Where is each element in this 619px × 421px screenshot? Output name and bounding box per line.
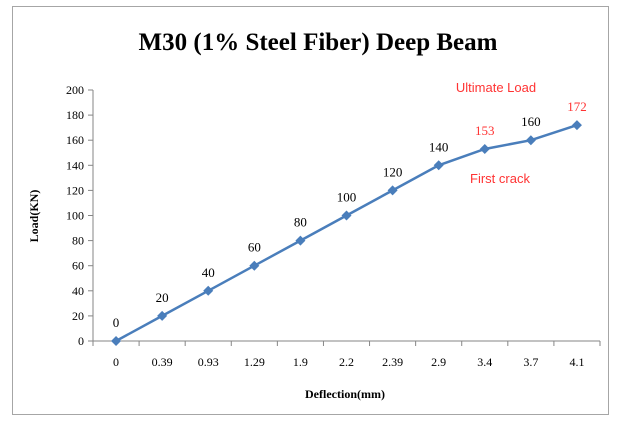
x-tick-label: 0 bbox=[113, 355, 119, 369]
data-labels: 0 20 40 60 80 100 120 140 153 160 172 bbox=[113, 99, 587, 330]
y-tick-label: 160 bbox=[66, 133, 84, 147]
x-tick-label: 4.1 bbox=[569, 355, 584, 369]
x-tick-label: 0.93 bbox=[198, 355, 219, 369]
data-point-marker bbox=[203, 285, 214, 296]
data-point-marker bbox=[433, 160, 444, 171]
y-tick-label: 60 bbox=[72, 259, 84, 273]
x-tick-label: 0.39 bbox=[152, 355, 173, 369]
x-tick-label: 2.39 bbox=[382, 355, 403, 369]
data-point-marker bbox=[525, 135, 536, 146]
x-axis-label: Deflection(mm) bbox=[305, 387, 385, 401]
y-tick-label: 80 bbox=[72, 234, 84, 248]
x-tick-label: 2.9 bbox=[431, 355, 446, 369]
y-ticks: 0 20 40 60 80 100 120 140 160 180 200 bbox=[66, 83, 93, 348]
data-markers bbox=[111, 120, 582, 346]
y-tick-label: 140 bbox=[66, 158, 84, 172]
data-point-marker bbox=[157, 310, 168, 321]
data-label: 172 bbox=[567, 99, 587, 114]
series-line bbox=[115, 123, 578, 343]
y-tick-label: 100 bbox=[66, 209, 84, 223]
data-label: 40 bbox=[202, 265, 215, 280]
x-tick-label: 3.7 bbox=[523, 355, 538, 369]
chart-frame bbox=[12, 6, 609, 415]
y-tick-label: 120 bbox=[66, 183, 84, 197]
data-label: 60 bbox=[248, 240, 261, 255]
y-tick-label: 0 bbox=[78, 334, 84, 348]
data-label: 20 bbox=[156, 290, 169, 305]
y-axis-label: Load(KN) bbox=[27, 190, 41, 243]
x-tick-label: 1.9 bbox=[293, 355, 308, 369]
data-point-marker bbox=[387, 185, 398, 196]
data-label: 160 bbox=[521, 114, 541, 129]
data-point-marker bbox=[341, 210, 352, 221]
annotation-first-crack: First crack bbox=[470, 171, 530, 186]
x-tick-label: 1.29 bbox=[244, 355, 265, 369]
data-label: 140 bbox=[429, 139, 449, 154]
y-tick-label: 180 bbox=[66, 108, 84, 122]
data-label: 0 bbox=[113, 315, 120, 330]
data-label: 100 bbox=[337, 190, 357, 205]
x-tick-label: 3.4 bbox=[477, 355, 492, 369]
y-tick-label: 20 bbox=[72, 309, 84, 323]
data-point-marker bbox=[111, 336, 122, 346]
x-ticks: 0 0.39 0.93 1.29 1.9 2.2 2.39 2.9 3.4 3.7 4.1 bbox=[92, 341, 601, 369]
data-point-marker bbox=[249, 260, 260, 271]
data-point-marker bbox=[479, 143, 490, 154]
y-tick-label: 200 bbox=[66, 83, 84, 97]
data-point-marker bbox=[295, 235, 306, 246]
annotation-ultimate-load: Ultimate Load bbox=[456, 80, 536, 95]
x-tick-label: 2.2 bbox=[339, 355, 354, 369]
data-label: 153 bbox=[475, 123, 495, 138]
data-label: 120 bbox=[383, 164, 403, 179]
data-point-marker bbox=[571, 120, 582, 131]
data-label: 80 bbox=[294, 215, 307, 230]
y-tick-label: 40 bbox=[72, 284, 84, 298]
chart-title: M30 (1% Steel Fiber) Deep Beam bbox=[139, 29, 498, 56]
